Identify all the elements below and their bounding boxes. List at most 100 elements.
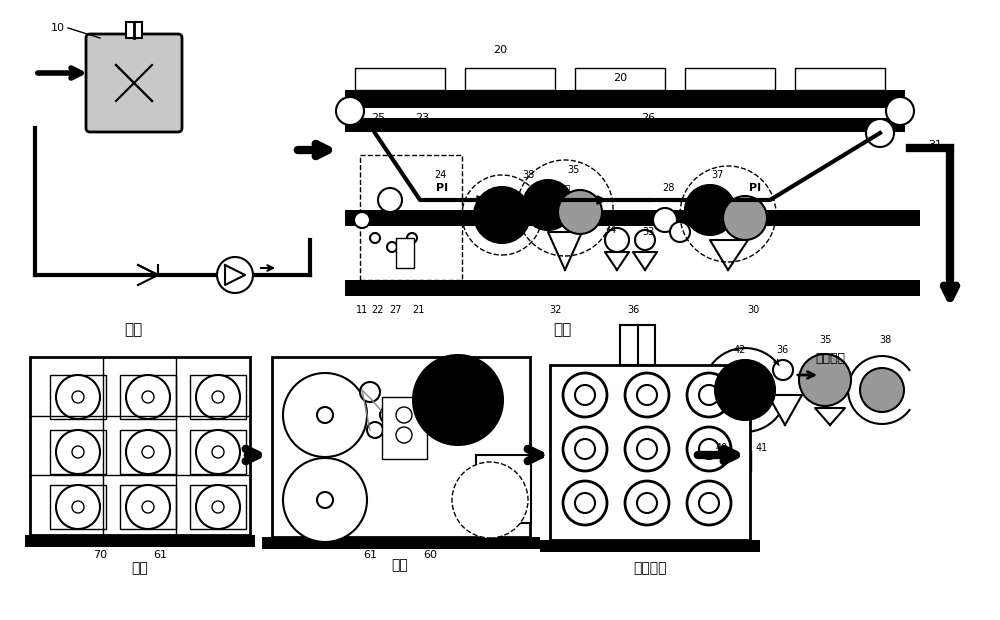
Text: 61: 61 [153,550,167,560]
Circle shape [196,485,240,529]
Bar [396,238,414,268]
FancyBboxPatch shape [86,34,182,132]
Text: 分条: 分条 [392,558,408,572]
Bar [345,210,920,226]
Circle shape [637,385,657,405]
Circle shape [212,501,224,513]
Circle shape [575,439,595,459]
Circle shape [56,375,100,419]
Circle shape [670,222,690,242]
Bar [50,375,106,419]
Text: 38: 38 [879,335,891,345]
Circle shape [56,485,100,529]
Circle shape [685,185,735,235]
Text: 反向收卷: 反向收卷 [815,352,845,365]
Circle shape [407,233,417,243]
Circle shape [196,375,240,419]
Circle shape [72,501,84,513]
Circle shape [396,427,412,443]
Circle shape [637,493,657,513]
Text: 20: 20 [613,73,627,83]
Text: 23: 23 [415,113,429,123]
Circle shape [699,439,719,459]
Circle shape [799,354,851,406]
Circle shape [474,187,530,243]
Text: 包装: 包装 [132,561,148,575]
Bar [685,68,775,90]
Text: 42: 42 [734,345,746,355]
Circle shape [563,373,607,417]
Circle shape [217,257,253,293]
Circle shape [142,501,154,513]
Text: 10: 10 [51,23,65,33]
Bar [262,537,540,549]
Bar [190,485,246,529]
Circle shape [196,430,240,474]
Text: 70: 70 [93,550,107,560]
Circle shape [370,233,380,243]
Circle shape [126,430,170,474]
Text: 涂布: 涂布 [553,322,571,337]
Bar [120,485,176,529]
Circle shape [354,212,370,228]
Circle shape [142,446,154,458]
Circle shape [396,407,412,423]
Text: 36: 36 [627,305,639,315]
Text: 聚合: 聚合 [124,322,142,337]
Text: 21: 21 [412,305,424,315]
Text: 28: 28 [662,183,674,193]
Circle shape [360,382,380,402]
Circle shape [575,385,595,405]
Circle shape [336,97,364,125]
Circle shape [687,481,731,525]
Circle shape [699,493,719,513]
Text: 压合: 压合 [559,183,571,193]
Bar [120,430,176,474]
Bar [355,68,445,90]
Text: 烘烤熟化: 烘烤熟化 [633,561,667,575]
Circle shape [563,481,607,525]
Circle shape [56,430,100,474]
Bar [465,68,555,90]
Text: 24: 24 [434,170,446,180]
Text: 26: 26 [641,113,655,123]
Text: 11: 11 [356,305,368,315]
Circle shape [860,368,904,412]
Circle shape [886,97,914,125]
Circle shape [72,446,84,458]
Circle shape [142,391,154,403]
Text: 25: 25 [371,113,385,123]
Circle shape [635,230,655,250]
Circle shape [126,485,170,529]
Text: 20: 20 [493,45,507,55]
Circle shape [378,188,402,212]
Bar [50,485,106,529]
Circle shape [387,242,397,252]
Text: 37: 37 [712,170,724,180]
Text: PI: PI [749,183,761,193]
Bar [345,90,905,108]
Text: PI: PI [436,183,448,193]
Circle shape [283,458,367,542]
Circle shape [637,439,657,459]
Text: 22: 22 [372,305,384,315]
Bar [190,375,246,419]
Circle shape [699,385,719,405]
Bar [575,68,665,90]
Circle shape [212,446,224,458]
Circle shape [605,228,629,252]
Circle shape [317,407,333,423]
Circle shape [723,196,767,240]
Circle shape [126,375,170,419]
Text: 38: 38 [522,170,534,180]
Text: 36: 36 [776,345,788,355]
Bar [126,22,142,38]
Bar [476,455,531,523]
Circle shape [380,407,396,423]
Circle shape [687,373,731,417]
Text: 34: 34 [604,225,616,235]
Text: 61: 61 [363,550,377,560]
Circle shape [72,391,84,403]
Text: 33: 33 [642,227,654,237]
Bar [540,540,760,552]
